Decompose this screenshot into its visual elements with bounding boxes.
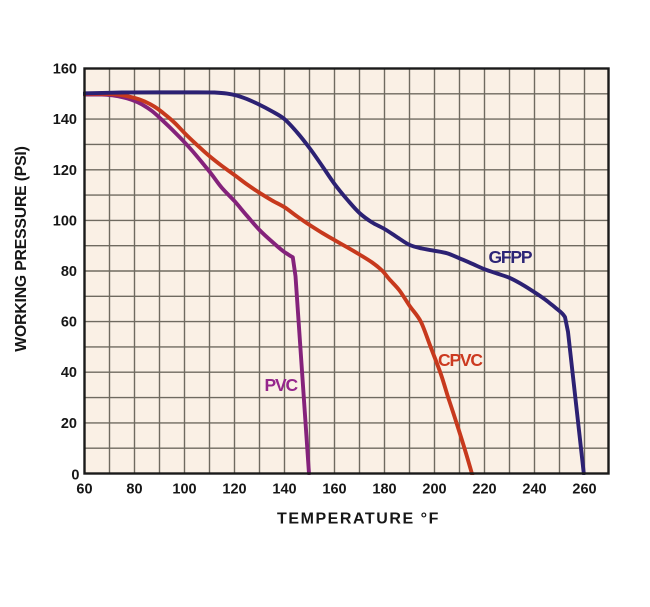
svg-text:120: 120 xyxy=(222,481,246,497)
svg-text:20: 20 xyxy=(61,416,77,432)
svg-text:260: 260 xyxy=(572,481,596,497)
svg-text:140: 140 xyxy=(272,481,296,497)
svg-text:40: 40 xyxy=(61,365,77,381)
svg-text:120: 120 xyxy=(53,163,77,179)
svg-text:PVC: PVC xyxy=(265,375,299,395)
svg-text:60: 60 xyxy=(76,481,92,497)
svg-text:180: 180 xyxy=(372,481,396,497)
svg-text:WORKING PRESSURE (PSI): WORKING PRESSURE (PSI) xyxy=(13,146,30,351)
svg-text:240: 240 xyxy=(522,481,546,497)
svg-text:CPVC: CPVC xyxy=(438,350,483,370)
svg-text:160: 160 xyxy=(322,481,346,497)
svg-text:200: 200 xyxy=(422,481,446,497)
svg-text:160: 160 xyxy=(53,62,77,78)
svg-text:220: 220 xyxy=(472,481,496,497)
svg-text:80: 80 xyxy=(126,481,142,497)
svg-text:100: 100 xyxy=(53,213,77,229)
svg-text:TEMPERATURE °F: TEMPERATURE °F xyxy=(277,511,440,528)
svg-text:140: 140 xyxy=(53,112,77,128)
svg-text:60: 60 xyxy=(61,315,77,331)
svg-text:GFPP: GFPP xyxy=(489,247,533,267)
svg-text:0: 0 xyxy=(71,468,79,484)
svg-text:100: 100 xyxy=(172,481,196,497)
svg-text:80: 80 xyxy=(61,264,77,280)
